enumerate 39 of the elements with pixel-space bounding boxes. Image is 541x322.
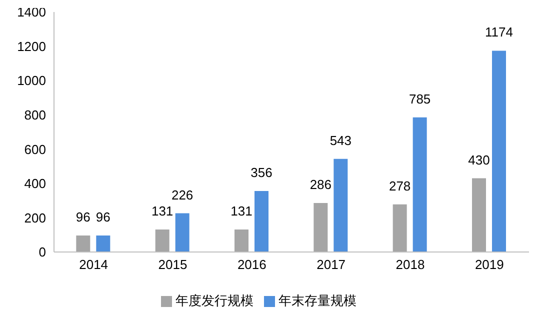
y-tick-label: 400 (24, 176, 46, 192)
y-tick-label: 0 (38, 244, 46, 260)
data-label: 1174 (485, 24, 513, 40)
x-tick-label: 2018 (396, 257, 425, 272)
bar (412, 117, 427, 252)
bar (492, 50, 506, 252)
data-label: 785 (408, 91, 431, 106)
bar (155, 230, 170, 252)
bar (314, 202, 328, 252)
legend-label: 年度发行规模 (176, 293, 254, 308)
x-tick-label: 2016 (237, 257, 266, 272)
bar (472, 178, 486, 252)
bar (175, 213, 190, 252)
data-label: 96 (76, 210, 90, 225)
x-tick-label: 2017 (316, 257, 346, 272)
bar (76, 236, 90, 252)
bar (234, 230, 248, 252)
data-label: 131 (151, 204, 174, 219)
x-tick-label: 2015 (158, 257, 188, 272)
y-tick-label: 600 (24, 142, 46, 157)
data-label: 286 (310, 176, 332, 192)
bar (254, 190, 268, 252)
x-tick-label: 2014 (79, 257, 108, 272)
y-tick-label: 1000 (17, 73, 46, 88)
data-label: 96 (96, 210, 110, 225)
x-tick-label: 2019 (474, 257, 504, 272)
bar (334, 158, 348, 252)
data-label: 226 (171, 187, 194, 202)
data-label: 356 (250, 164, 272, 180)
data-label: 131 (230, 204, 252, 219)
y-tick-label: 800 (24, 107, 46, 122)
data-label: 543 (330, 132, 352, 148)
data-label: 430 (468, 152, 490, 168)
y-tick-label: 200 (24, 210, 46, 226)
bar (392, 204, 407, 252)
data-label: 278 (388, 178, 411, 194)
y-tick-label: 1200 (17, 38, 46, 54)
bar (96, 236, 110, 252)
legend-label: 年末存量规模 (278, 293, 356, 308)
